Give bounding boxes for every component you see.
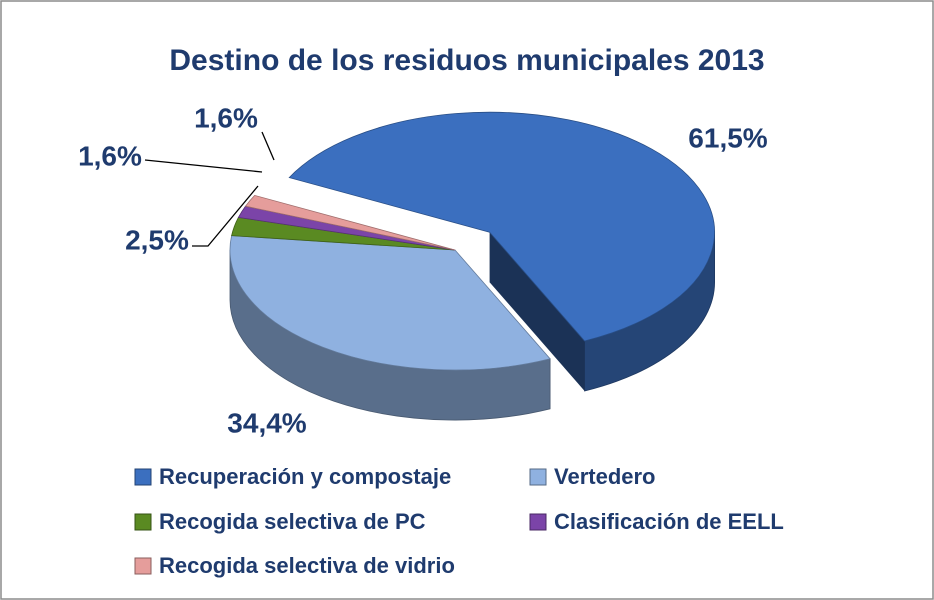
data-label: 34,4% (227, 407, 306, 438)
data-label: 61,5% (688, 122, 767, 153)
data-labels: 61,5% 34,4% 2,5% 1,6% 1,6% (78, 102, 768, 438)
legend-label: Vertedero (554, 464, 656, 489)
chart-title: Destino de los residuos municipales 2013 (169, 44, 764, 77)
leader-line (144, 159, 263, 173)
data-label: 1,6% (78, 140, 142, 171)
slice (244, 194, 456, 251)
pie (229, 111, 715, 421)
legend-swatch (134, 557, 152, 575)
legend-swatch (134, 513, 152, 531)
legend-label: Recogida selectiva de vidrio (159, 553, 455, 578)
legend-swatch (529, 513, 547, 531)
slice (288, 111, 715, 342)
legend-label: Recuperación y compostaje (159, 464, 451, 489)
data-label: 2,5% (125, 224, 189, 255)
data-label: 1,6% (194, 102, 258, 133)
leader-line (192, 185, 259, 247)
slice-wall (489, 232, 585, 391)
slice (229, 235, 551, 371)
legend-swatch (134, 468, 152, 486)
legend-label: Clasificación de EELL (554, 509, 784, 534)
legend-swatch (529, 468, 547, 486)
legend-label: Recogida selectiva de PC (159, 509, 426, 534)
leader-line (261, 131, 275, 161)
legend: Recuperación y compostaje Vertedero Recogi… (134, 464, 784, 578)
